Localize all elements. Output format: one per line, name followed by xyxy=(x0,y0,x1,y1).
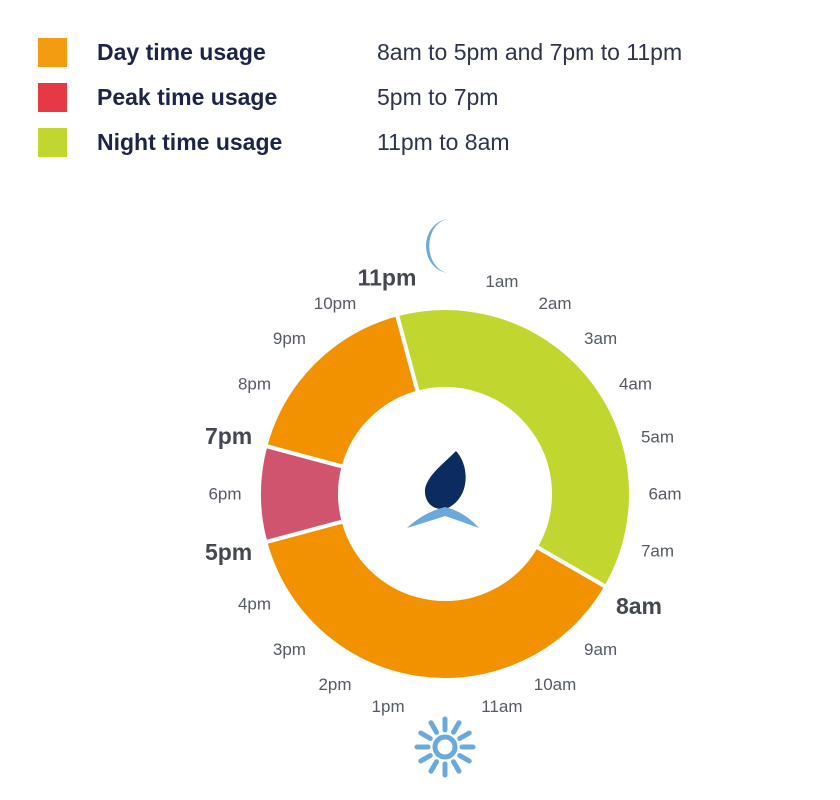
hour-label-11am: 11am xyxy=(481,697,522,716)
hour-label-3pm: 3pm xyxy=(273,640,306,659)
legend-swatch-night xyxy=(38,128,67,157)
flame-logo-icon xyxy=(407,451,479,528)
hour-label-8pm: 8pm xyxy=(238,375,271,394)
legend-label-night: Night time usage xyxy=(97,129,283,155)
hour-label-8am: 8am xyxy=(616,593,662,619)
donut-segments xyxy=(257,306,633,682)
donut-segment-day-3 xyxy=(262,311,421,470)
hour-label-1pm: 1pm xyxy=(372,697,405,716)
hour-label-1am: 1am xyxy=(485,272,518,291)
sun-ray xyxy=(457,730,472,741)
hour-label-2am: 2am xyxy=(538,294,571,313)
sun-ray xyxy=(428,759,439,774)
sun-ray xyxy=(451,759,462,774)
donut-segment-day-1 xyxy=(262,518,609,682)
hour-label-11pm: 11pm xyxy=(358,265,417,291)
sun-ray xyxy=(428,720,439,735)
legend-range-peak: 5pm to 7pm xyxy=(377,84,499,110)
legend: Day time usage 8am to 5pm and 7pm to 11p… xyxy=(38,30,682,165)
hour-label-2pm: 2pm xyxy=(318,675,351,694)
legend-range-day: 8am to 5pm and 7pm to 11pm xyxy=(377,39,683,65)
sun-ray xyxy=(451,720,462,735)
hour-labels: 1am 2am 3am 4am 5am 6am 7am 8am 9am 10am 11am 1pm 2p… xyxy=(205,265,682,716)
legend-item-day: Day time usage 8am to 5pm and 7pm to 11p… xyxy=(38,30,682,75)
moon-icon xyxy=(426,219,450,273)
legend-item-night: Night time usage 11pm to 8am xyxy=(38,120,682,165)
sun-ray xyxy=(418,730,433,741)
legend-item-peak: Peak time usage 5pm to 7pm xyxy=(38,75,682,120)
hour-label-6pm: 6pm xyxy=(208,485,241,504)
hour-label-3am: 3am xyxy=(584,329,617,348)
hour-label-10pm: 10pm xyxy=(314,294,357,313)
legend-swatch-day xyxy=(38,38,67,67)
hour-label-6am: 6am xyxy=(648,485,681,504)
legend-swatch-peak xyxy=(38,83,67,112)
hour-label-7am: 7am xyxy=(641,541,674,560)
sun-icon xyxy=(414,716,476,778)
hour-label-9am: 9am xyxy=(584,640,617,659)
legend-range-night: 11pm to 8am xyxy=(377,129,510,155)
legend-label-day: Day time usage xyxy=(97,39,266,65)
hour-label-7pm: 7pm xyxy=(205,423,252,449)
hour-label-9pm: 9pm xyxy=(273,329,306,348)
hour-label-4pm: 4pm xyxy=(238,595,271,614)
sun-ray xyxy=(457,753,472,764)
hour-label-5pm: 5pm xyxy=(205,539,252,565)
legend-label-peak: Peak time usage xyxy=(97,84,278,110)
hour-label-4am: 4am xyxy=(619,375,652,394)
sun-ray xyxy=(418,753,433,764)
donut-segment-night-0 xyxy=(394,306,633,590)
hour-label-5am: 5am xyxy=(641,428,674,447)
hour-label-10am: 10am xyxy=(534,675,577,694)
